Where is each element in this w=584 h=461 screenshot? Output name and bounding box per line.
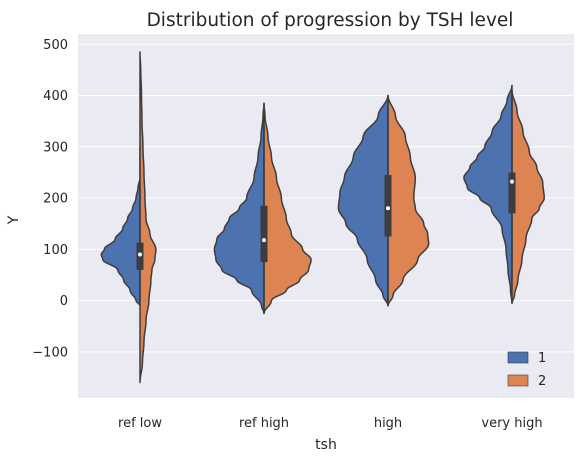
legend-swatch-2 bbox=[507, 374, 529, 387]
y-tick-label: −100 bbox=[32, 345, 68, 360]
legend-swatch-1 bbox=[507, 351, 529, 364]
x-tick-label: ref low bbox=[118, 416, 162, 431]
legend: 1 2 bbox=[507, 351, 546, 389]
violin-half-1 bbox=[463, 84, 513, 304]
x-axis-label: tsh bbox=[315, 437, 337, 453]
box-iqr bbox=[260, 205, 268, 263]
y-tick-label: 400 bbox=[43, 89, 68, 104]
box-median bbox=[138, 252, 142, 257]
plot-area bbox=[78, 34, 574, 398]
x-tick-label: very high bbox=[481, 416, 542, 431]
violin-half-2 bbox=[511, 89, 545, 304]
violin-half-1 bbox=[337, 94, 389, 307]
y-tick-label: 200 bbox=[43, 192, 68, 207]
violins bbox=[100, 51, 545, 384]
box-iqr bbox=[384, 174, 392, 237]
box-median bbox=[262, 238, 266, 243]
violin-half-2 bbox=[263, 102, 312, 315]
legend-label-1: 1 bbox=[538, 351, 546, 366]
y-tick-label: 100 bbox=[43, 243, 68, 258]
box-iqr bbox=[508, 172, 516, 214]
y-tick-labels: −100 0 100 200 300 400 500 bbox=[32, 38, 68, 361]
box-median bbox=[510, 179, 514, 184]
box-markers bbox=[136, 98, 516, 311]
legend-label-2: 2 bbox=[538, 374, 546, 389]
x-tick-label: ref high bbox=[239, 416, 289, 431]
violin-half-2 bbox=[387, 94, 430, 307]
y-tick-label: 0 bbox=[60, 294, 68, 309]
box-median bbox=[386, 206, 390, 211]
y-tick-label: 500 bbox=[43, 38, 68, 53]
violin-half-1 bbox=[100, 146, 141, 307]
violin-half-2 bbox=[139, 51, 157, 384]
x-tick-label: high bbox=[374, 416, 402, 431]
y-tick-label: 300 bbox=[43, 140, 68, 155]
grid bbox=[78, 43, 574, 353]
chart-title: Distribution of progression by TSH level bbox=[147, 10, 514, 31]
violin-half-1 bbox=[213, 102, 265, 315]
y-axis-label: Y bbox=[6, 215, 22, 225]
x-tick-labels: ref low ref high high very high bbox=[118, 416, 543, 431]
